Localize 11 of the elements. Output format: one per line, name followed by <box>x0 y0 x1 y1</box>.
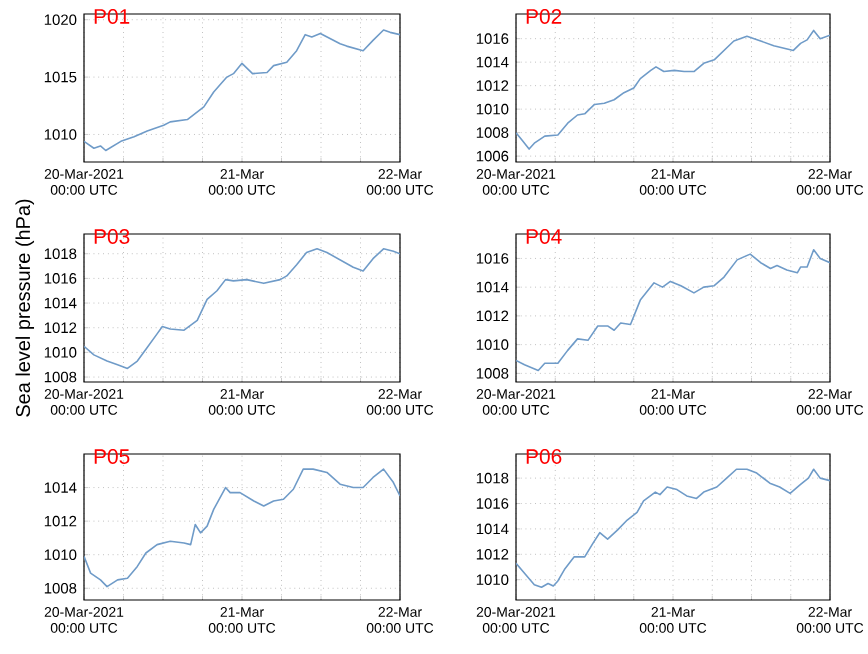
chart-title: P01 <box>94 9 130 24</box>
chart-title: P02 <box>526 9 562 24</box>
line-series <box>84 29 400 152</box>
line-series <box>84 468 400 588</box>
chart-title: P06 <box>526 449 562 464</box>
line-series <box>516 249 831 372</box>
chart-title: P05 <box>94 449 130 464</box>
chart-title: P03 <box>94 229 130 244</box>
line-series <box>516 468 831 589</box>
chart-title: P04 <box>526 229 562 244</box>
y-axis-title: Sea level pressure (hPa) <box>15 199 35 417</box>
